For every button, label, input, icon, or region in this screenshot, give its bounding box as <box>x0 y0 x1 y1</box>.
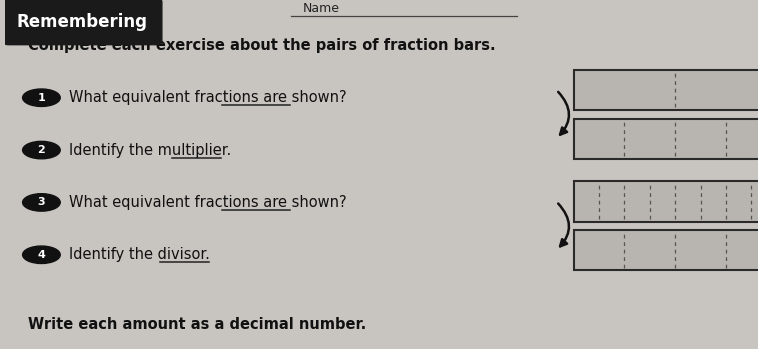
Circle shape <box>23 194 60 211</box>
Text: Remembering: Remembering <box>17 13 148 31</box>
Bar <box>574 230 758 270</box>
Text: 3: 3 <box>38 198 45 207</box>
Bar <box>574 119 758 159</box>
Text: 2: 2 <box>38 145 45 155</box>
Bar <box>574 70 758 110</box>
Circle shape <box>23 89 60 106</box>
Text: Write each amount as a decimal number.: Write each amount as a decimal number. <box>28 317 366 332</box>
Text: 4: 4 <box>37 250 45 260</box>
Circle shape <box>23 141 60 159</box>
Circle shape <box>23 246 60 263</box>
Text: What equivalent fractions are shown?: What equivalent fractions are shown? <box>69 90 347 105</box>
Text: 1: 1 <box>38 93 45 103</box>
Text: What equivalent fractions are shown?: What equivalent fractions are shown? <box>69 195 347 210</box>
Text: Complete each exercise about the pairs of fraction bars.: Complete each exercise about the pairs o… <box>28 38 496 53</box>
Text: Identify the divisor.: Identify the divisor. <box>69 247 210 262</box>
FancyBboxPatch shape <box>3 0 162 45</box>
Bar <box>574 181 758 222</box>
Text: Identify the multiplier.: Identify the multiplier. <box>69 143 231 157</box>
Text: Name: Name <box>303 2 340 15</box>
